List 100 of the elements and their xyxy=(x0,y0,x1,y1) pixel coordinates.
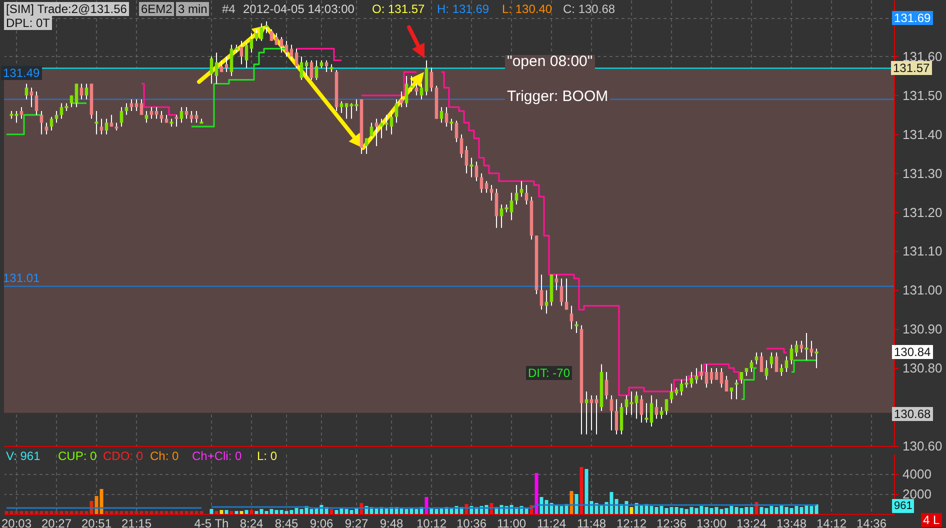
bar xyxy=(210,509,214,514)
candlestick xyxy=(540,274,544,310)
annotation: 961 xyxy=(892,499,914,513)
candlestick xyxy=(780,364,784,376)
annotation: "open 08:00" xyxy=(505,53,595,70)
bar xyxy=(214,511,218,514)
x-tick-label: 10:36 xyxy=(456,516,487,528)
candlestick xyxy=(154,106,158,120)
candlestick xyxy=(414,83,418,96)
candlestick xyxy=(174,114,178,128)
candlestick xyxy=(130,98,134,112)
y-tick-label: 131.10 xyxy=(902,244,942,259)
x-tick-label: 20:03 xyxy=(1,516,32,528)
candlestick xyxy=(210,56,214,84)
candlestick xyxy=(464,146,468,174)
candlestick xyxy=(700,364,704,380)
candlestick xyxy=(270,28,274,42)
candlestick xyxy=(144,110,148,124)
candlestick xyxy=(384,114,388,131)
candlestick xyxy=(620,402,624,435)
candlestick xyxy=(140,98,144,116)
candlestick xyxy=(404,75,408,108)
annotation: L: 130.40 xyxy=(501,2,554,16)
candlestick xyxy=(604,371,608,400)
bar xyxy=(534,473,538,514)
bar xyxy=(244,510,248,514)
ref-line-label: 131.49 xyxy=(1,66,42,80)
candlestick xyxy=(440,106,444,124)
candlestick xyxy=(774,352,778,372)
annotation: 130.84 xyxy=(892,345,933,359)
annotation: 2012-04-05 14:03:00 xyxy=(242,2,356,16)
candlestick xyxy=(74,83,78,108)
annotation: O: 131.57 xyxy=(371,2,426,16)
candlestick xyxy=(420,83,424,100)
candlestick xyxy=(394,98,398,124)
candlestick xyxy=(490,184,494,202)
candlestick xyxy=(760,352,764,372)
candlestick xyxy=(610,394,614,431)
candlestick xyxy=(24,83,28,100)
y-tick-label: 131.40 xyxy=(902,126,942,142)
candlestick xyxy=(790,344,794,365)
bar xyxy=(240,511,244,514)
candlestick xyxy=(30,87,34,108)
candlestick xyxy=(814,348,818,369)
x-tick-label: 14:12 xyxy=(816,516,847,528)
candlestick xyxy=(290,44,294,61)
candlestick xyxy=(484,180,488,194)
bar xyxy=(330,509,334,514)
candlestick xyxy=(764,360,768,380)
x-tick-label: 8:24 xyxy=(240,516,264,528)
candlestick xyxy=(264,20,268,34)
candlestick xyxy=(710,368,714,384)
candlestick xyxy=(694,368,698,384)
candlestick xyxy=(450,118,454,131)
bar xyxy=(234,511,238,514)
ref-line-label: 131.01 xyxy=(2,271,41,286)
candlestick xyxy=(94,110,98,135)
x-tick-label: 12:12 xyxy=(616,516,647,528)
candlestick xyxy=(370,122,374,139)
candlestick xyxy=(560,278,564,306)
candlestick xyxy=(80,83,84,100)
bar xyxy=(224,510,228,514)
bar xyxy=(220,510,224,514)
candlestick xyxy=(134,98,138,112)
annotation: L: 0 xyxy=(256,449,278,463)
x-tick-label: 9:06 xyxy=(310,516,334,528)
candlestick xyxy=(444,106,448,128)
candlestick xyxy=(810,340,814,357)
x-tick-label: 14:36 xyxy=(856,516,887,528)
candlestick xyxy=(480,172,484,194)
x-tick-label: 12:36 xyxy=(656,516,687,528)
bar xyxy=(100,489,104,514)
candlestick xyxy=(124,102,128,116)
candlestick xyxy=(720,368,724,388)
x-tick-label: 9:27 xyxy=(344,516,368,528)
candlestick xyxy=(544,290,548,314)
annotation: 6EM2 xyxy=(139,2,174,16)
x-tick-label: 20:27 xyxy=(41,516,72,528)
candlestick xyxy=(670,383,674,404)
candlestick xyxy=(180,106,184,124)
x-tick-label: 21:15 xyxy=(121,516,152,528)
candlestick xyxy=(494,188,498,228)
candlestick xyxy=(680,379,684,396)
x-tick-label: 11:48 xyxy=(576,516,606,528)
y-tick-label: 130.90 xyxy=(902,322,942,337)
candlestick xyxy=(660,406,664,420)
x-tick-label: 10:12 xyxy=(416,516,447,528)
annotation: 130.68 xyxy=(892,407,933,421)
candlestick xyxy=(380,118,384,139)
candlestick xyxy=(724,375,728,392)
candlestick xyxy=(194,110,198,124)
annotation: H: 131.69 xyxy=(436,2,490,16)
x-tick-label: 9:48 xyxy=(380,516,404,528)
annotation: V: 961 xyxy=(5,449,42,463)
x-tick-label: 13:24 xyxy=(736,516,767,528)
candlestick xyxy=(430,68,434,92)
annotation: 131.69 xyxy=(892,11,933,25)
candlestick xyxy=(160,110,164,124)
candlestick xyxy=(84,83,88,100)
annotation: [SIM] Trade:2@131.56 xyxy=(4,2,129,16)
